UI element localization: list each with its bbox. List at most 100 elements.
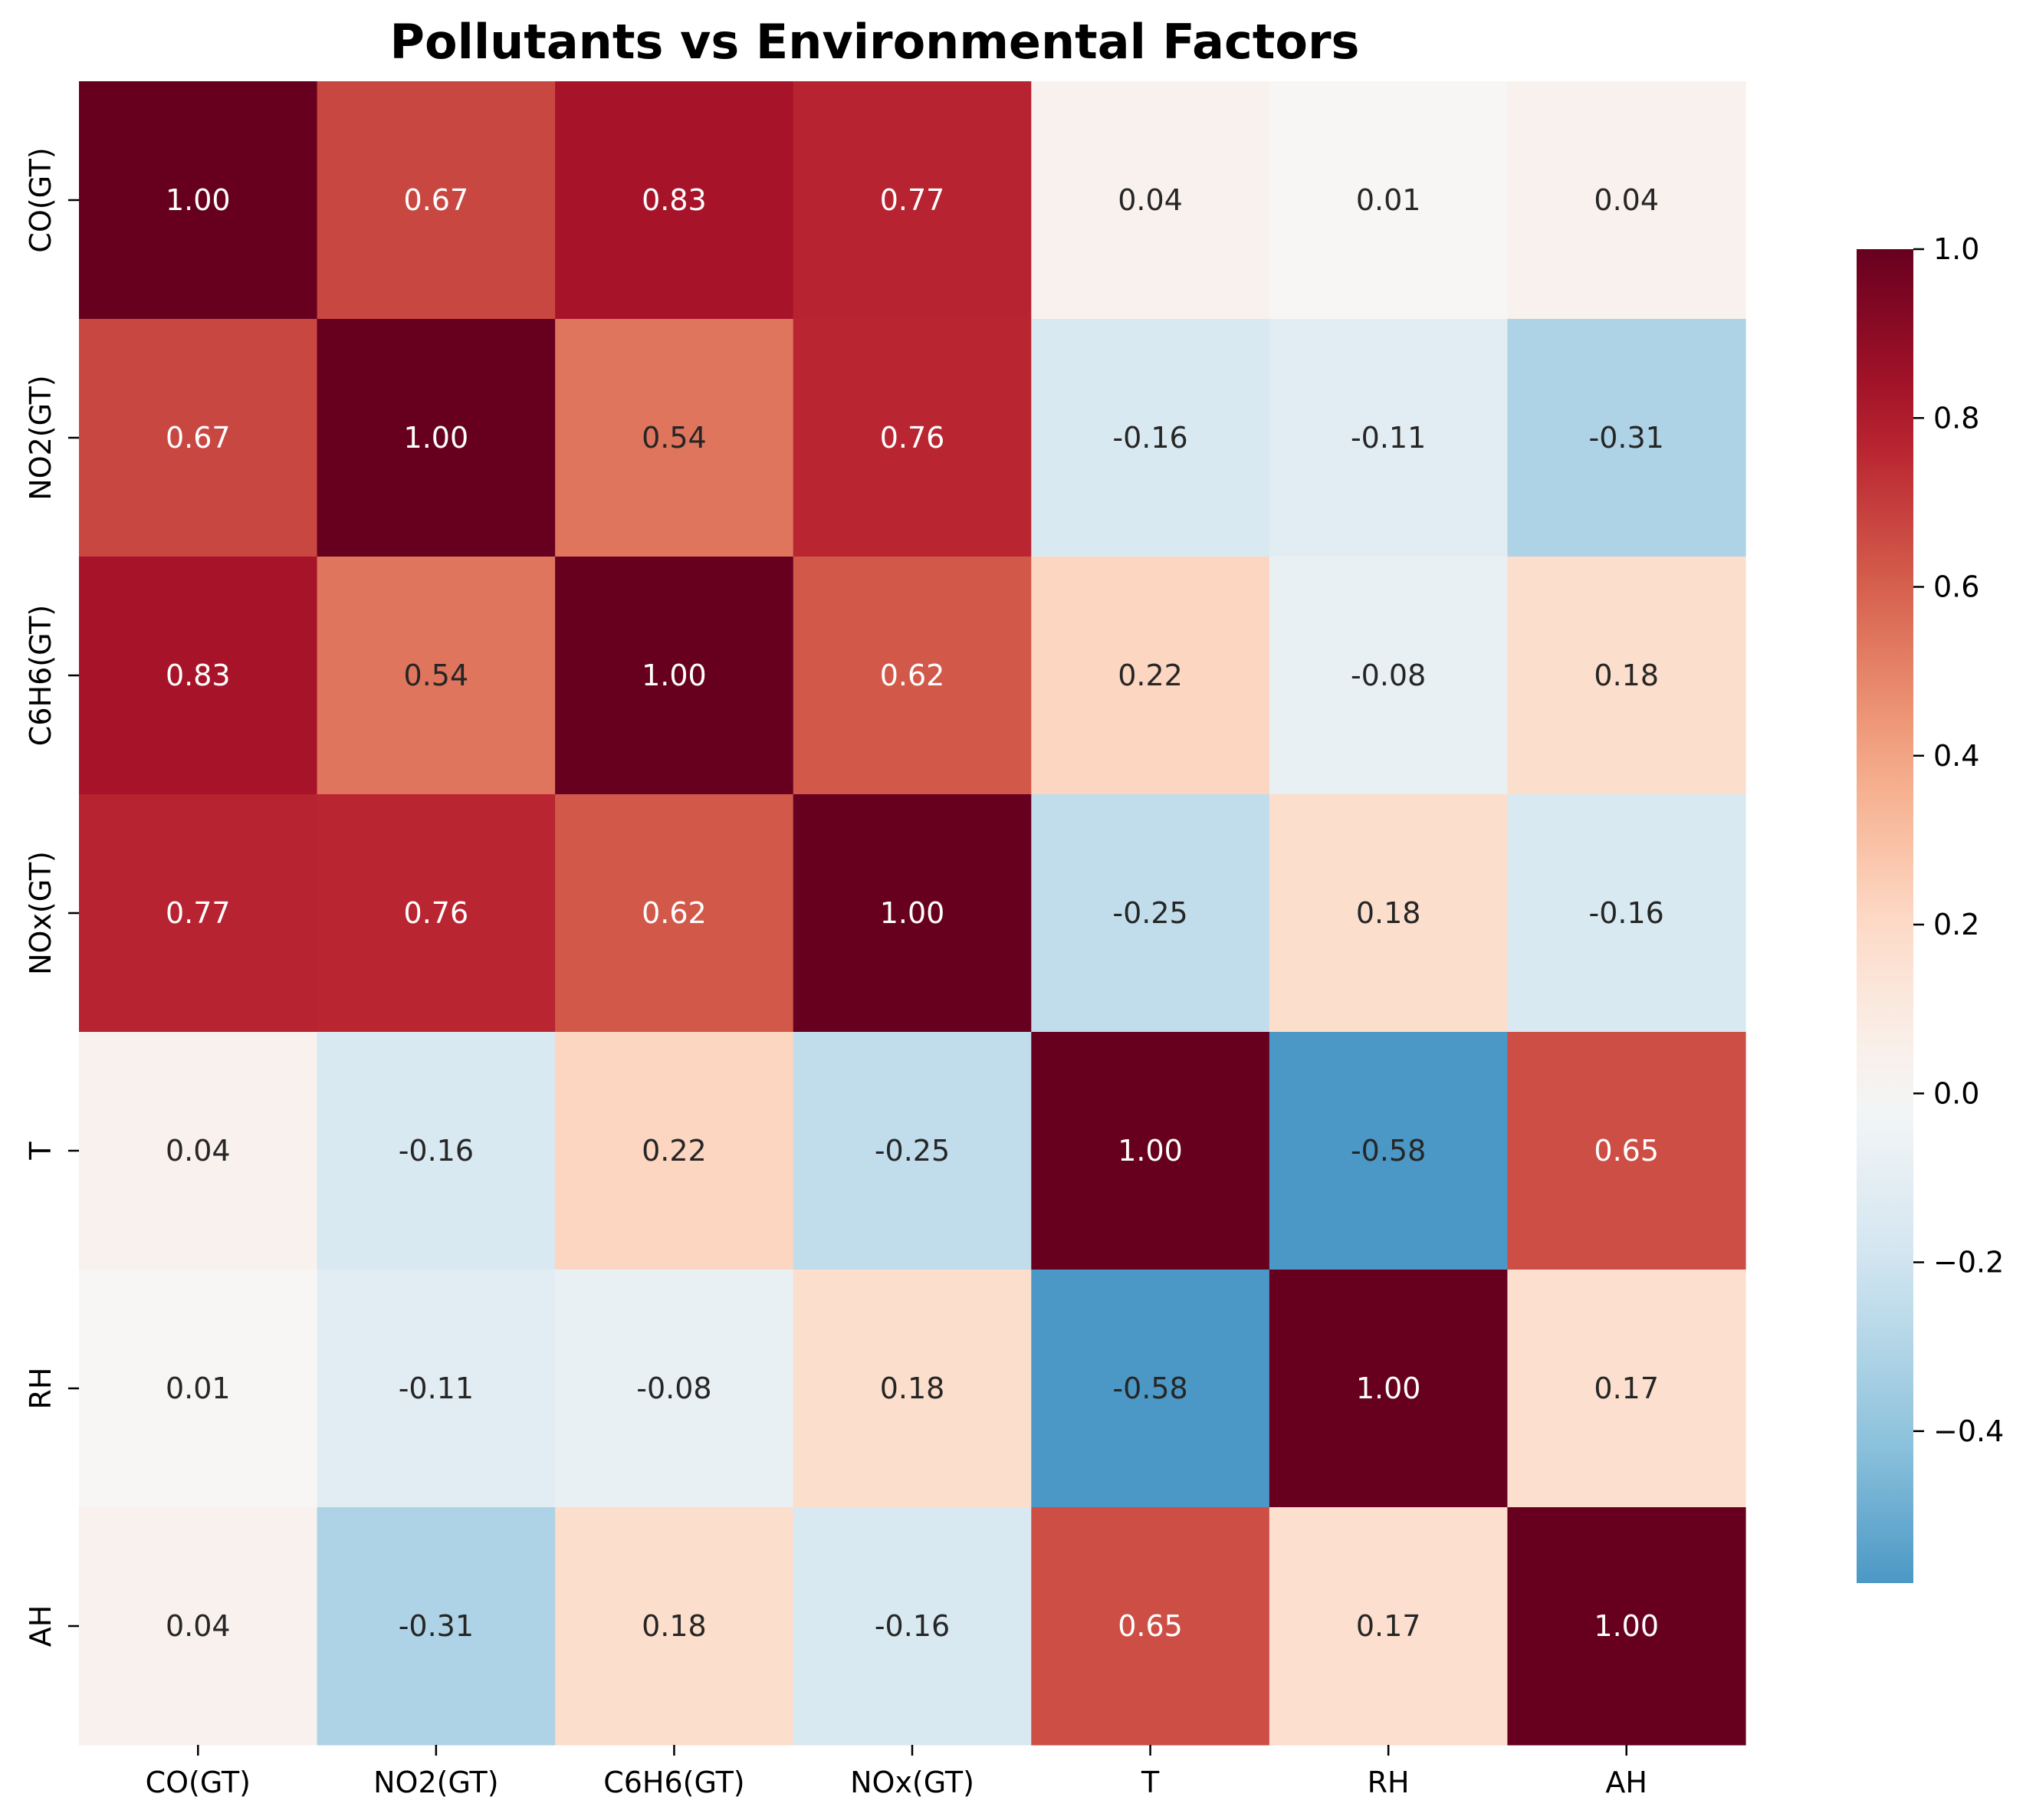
cell-value-label: -0.58	[1112, 1372, 1187, 1405]
colorbar: −0.4 −0.2 0.0 0.2 0.4 0.6 0.8 1.0	[1857, 232, 2004, 1583]
heatmap-cell	[317, 794, 556, 1033]
cell-value-label: -0.58	[1351, 1134, 1426, 1168]
cell-value-label: 0.65	[1118, 1609, 1183, 1643]
cell-value-label: 0.18	[1594, 659, 1659, 692]
heatmap-cell	[1269, 1032, 1509, 1270]
heatmap-cell	[1269, 81, 1509, 320]
heatmap-cell	[1269, 319, 1509, 557]
x-tick-label: NO2(GT)	[373, 1766, 498, 1799]
heatmap-cell	[317, 1507, 556, 1746]
heatmap-cell	[793, 1507, 1032, 1746]
heatmap-cell	[79, 557, 318, 795]
heatmap-cell	[555, 81, 794, 320]
heatmap-cell	[555, 794, 794, 1033]
colorbar-tick-label: 0.0	[1933, 1076, 1979, 1110]
cell-value-label: 0.04	[166, 1609, 231, 1643]
heatmap-cell	[79, 319, 318, 557]
heatmap-cell	[555, 557, 794, 795]
heatmap-cell	[79, 1507, 318, 1746]
cell-value-label: 1.00	[642, 659, 707, 692]
chart-title: Pollutants vs Environmental Factors	[389, 14, 1360, 70]
heatmap-cell	[793, 319, 1032, 557]
cell-value-label: -0.16	[399, 1134, 474, 1168]
y-tick-label: T	[24, 1142, 57, 1161]
heatmap-cell	[79, 1032, 318, 1270]
heatmap-cell	[317, 557, 556, 795]
cell-value-label: 0.04	[166, 1134, 231, 1168]
cell-value-label: 0.22	[642, 1134, 707, 1168]
heatmap-cell	[1269, 1507, 1509, 1746]
heatmap-cell	[1031, 1270, 1270, 1508]
cell-value-label: 0.77	[880, 183, 945, 217]
heatmap-cell	[555, 319, 794, 557]
cell-value-label: 1.00	[1594, 1609, 1659, 1643]
heatmap-cell	[1031, 794, 1270, 1033]
colorbar-tick-label: −0.2	[1933, 1246, 2004, 1280]
heatmap-cells: 1.00 0.67 0.83 0.77 0.04 0.01 0.04 0.67 1.00 0.54…	[79, 81, 1746, 1746]
heatmap-cell	[1507, 557, 1746, 795]
cell-value-label: 0.01	[166, 1372, 231, 1405]
cell-value-label: 0.22	[1118, 659, 1183, 692]
colorbar-tick-label: 0.4	[1933, 739, 1979, 773]
heatmap-cell	[793, 1032, 1032, 1270]
y-tick-label: C6H6(GT)	[24, 605, 57, 746]
cell-value-label: 0.77	[166, 896, 231, 930]
heatmap-cell	[79, 794, 318, 1033]
colorbar-tick-label: 0.8	[1933, 401, 1979, 435]
cell-value-label: 1.00	[880, 896, 945, 930]
cell-value-label: 1.00	[1118, 1134, 1183, 1168]
y-tick-label: CO(GT)	[24, 147, 57, 252]
x-axis: CO(GT) NO2(GT) C6H6(GT) NOx(GT) T RH AH	[146, 1745, 1647, 1799]
heatmap-cell	[793, 794, 1032, 1033]
x-tick-label: CO(GT)	[146, 1766, 251, 1799]
y-axis: CO(GT) NO2(GT) C6H6(GT) NOx(GT) T RH AH	[24, 147, 79, 1647]
cell-value-label: 1.00	[166, 183, 231, 217]
cell-value-label: 1.00	[404, 421, 469, 455]
cell-value-label: 0.83	[166, 659, 231, 692]
heatmap-cell	[79, 1270, 318, 1508]
heatmap-cell	[555, 1270, 794, 1508]
heatmap-cell	[317, 319, 556, 557]
cell-value-label: 0.18	[880, 1372, 945, 1405]
heatmap-cell	[1269, 1270, 1509, 1508]
cell-value-label: -0.25	[875, 1134, 950, 1168]
cell-value-label: 0.18	[1356, 896, 1421, 930]
heatmap-cell	[1507, 81, 1746, 320]
cell-value-label: 0.17	[1356, 1609, 1421, 1643]
heatmap-cell	[1507, 1270, 1746, 1508]
cell-value-label: 0.76	[880, 421, 945, 455]
heatmap-cell	[1507, 794, 1746, 1033]
cell-value-label: 0.67	[404, 183, 469, 217]
cell-value-label: 0.54	[404, 659, 469, 692]
heatmap-cell	[793, 81, 1032, 320]
heatmap-cell	[555, 1032, 794, 1270]
y-tick-label: NOx(GT)	[24, 851, 57, 975]
heatmap-cell	[1269, 794, 1509, 1033]
cell-value-label: 0.54	[642, 421, 707, 455]
x-tick-label: C6H6(GT)	[603, 1766, 744, 1799]
cell-value-label: 0.76	[404, 896, 469, 930]
heatmap-cell	[1507, 1507, 1746, 1746]
cell-value-label: -0.08	[636, 1372, 711, 1405]
heatmap-cell	[317, 1032, 556, 1270]
cell-value-label: 0.62	[880, 659, 945, 692]
colorbar-tick-label: 1.0	[1933, 232, 1979, 266]
cell-value-label: -0.11	[399, 1372, 474, 1405]
cell-value-label: 0.67	[166, 421, 231, 455]
cell-value-label: -0.08	[1351, 659, 1426, 692]
x-tick-label: RH	[1368, 1766, 1410, 1799]
cell-value-label: -0.11	[1351, 421, 1426, 455]
cell-value-label: 0.83	[642, 183, 707, 217]
x-tick-label: T	[1141, 1766, 1160, 1799]
cell-value-label: -0.25	[1112, 896, 1187, 930]
cell-value-label: 0.04	[1594, 183, 1659, 217]
cell-value-label: -0.16	[1112, 421, 1187, 455]
cell-value-label: 0.62	[642, 896, 707, 930]
heatmap-cell	[1031, 557, 1270, 795]
cell-value-label: 1.00	[1356, 1372, 1421, 1405]
cell-value-label: -0.16	[875, 1609, 950, 1643]
heatmap-cell	[1031, 81, 1270, 320]
heatmap-cell	[317, 1270, 556, 1508]
cell-value-label: 0.18	[642, 1609, 707, 1643]
